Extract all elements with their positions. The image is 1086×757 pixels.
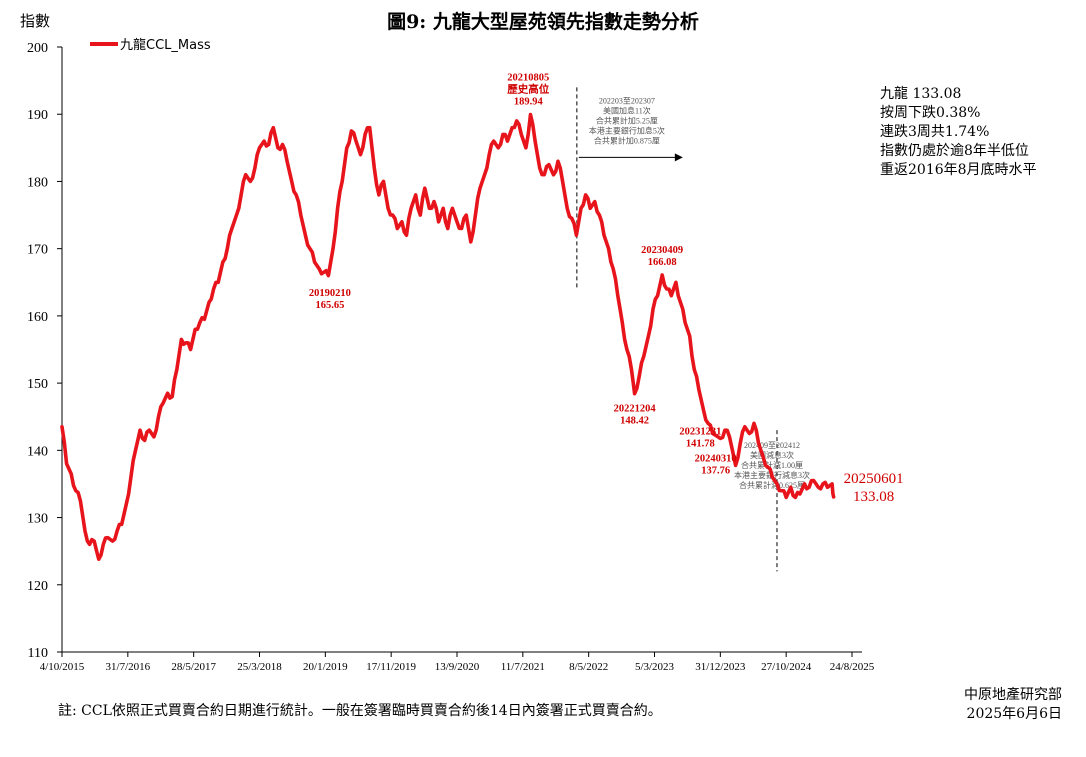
series-layer — [60, 112, 836, 561]
data-label: 20210805 — [507, 73, 549, 84]
x-tick-label: 13/9/2020 — [435, 661, 480, 673]
axes: 110 120 130 140 150 160 170 180 190 200 4/10/2015 3… — [27, 41, 875, 673]
data-label: 137.76 — [701, 465, 730, 476]
line-chart: 圖9: 九龍大型屋苑領先指數走勢分析 指數 110 120 130 140 150 160… — [20, 10, 904, 673]
x-tick-label: 27/10/2024 — [761, 661, 812, 673]
y-tick-label: 140 — [27, 444, 48, 459]
side-note-line: 連跌3周共1.74% — [880, 124, 990, 140]
x-tick-label: 28/5/2017 — [171, 661, 216, 673]
y-tick-label: 180 — [27, 175, 48, 190]
source: 中原地產研究部 2025年6月6日 — [964, 686, 1062, 724]
policy-note-text: 合共累計加5.25厘 — [596, 115, 658, 125]
y-tick-label: 130 — [27, 512, 48, 527]
policy-note-text: 合共累計減0.625厘 — [739, 480, 805, 490]
policy-notes: 202203至202307美國加息11次合共累計加5.25厘本港主要銀行加息5次… — [576, 87, 810, 572]
y-tick-label: 190 — [27, 108, 48, 123]
data-label: 20231231 — [679, 426, 721, 437]
y-tick-label: 200 — [27, 41, 48, 56]
x-tick-label: 8/5/2022 — [569, 661, 608, 673]
data-label: 165.65 — [315, 300, 344, 311]
x-tick-label: 5/3/2023 — [635, 661, 675, 673]
policy-note-text: 合共累計加0.875厘 — [594, 135, 660, 145]
y-tick-label: 150 — [27, 377, 48, 392]
legend: 九龍CCL_Mass — [90, 37, 211, 53]
source-org: 中原地產研究部 — [964, 687, 1062, 703]
chart-title: 圖9: 九龍大型屋苑領先指數走勢分析 — [387, 10, 699, 33]
x-tick-label: 20/1/2019 — [303, 661, 348, 673]
side-note-line: 九龍 133.08 — [880, 86, 962, 102]
data-label: 20240310 — [695, 453, 737, 464]
x-tick-label: 24/8/2025 — [830, 661, 875, 673]
x-tick-label: 11/7/2021 — [501, 661, 545, 673]
x-tick-label: 4/10/2015 — [40, 661, 85, 673]
x-tick-label: 31/7/2016 — [106, 661, 151, 673]
data-label: 歷史高位 — [507, 83, 549, 96]
side-note: 九龍 133.08 按周下跌0.38% 連跌3周共1.74% 指數仍處於逾8年半… — [880, 85, 1037, 180]
data-label: 166.08 — [648, 257, 677, 268]
latest-value-label: 133.08 — [853, 489, 894, 505]
legend-label: 九龍CCL_Mass — [120, 37, 211, 53]
y-tick-label: 120 — [27, 579, 48, 594]
policy-note-text: 202203至202307 — [599, 96, 655, 105]
data-label: 148.42 — [620, 416, 649, 427]
side-note-line: 指數仍處於逾8年半低位 — [880, 143, 1029, 159]
data-label: 20230409 — [641, 245, 683, 256]
series-line-kowloon-ccl-mass — [60, 112, 836, 561]
y-tick-label: 160 — [27, 310, 48, 325]
data-label: 20221204 — [614, 404, 657, 415]
source-date: 2025年6月6日 — [966, 706, 1062, 722]
policy-note-text: 美國加息11次 — [603, 105, 651, 115]
y-tick-label: 170 — [27, 243, 48, 258]
data-label: 20190210 — [309, 288, 351, 299]
policy-note-text: 本港主要銀行加息5次 — [589, 125, 665, 135]
arrow-right-icon — [674, 153, 683, 162]
footnote: 註: CCL依照正式買賣合約日期進行統計。一般在簽署臨時買賣合約後14日內簽署正… — [58, 703, 662, 719]
y-tick-label: 110 — [28, 646, 48, 661]
y-axis-label: 指數 — [20, 12, 50, 30]
side-note-line: 按周下跌0.38% — [880, 105, 981, 121]
latest-value-label: 20250601 — [844, 471, 904, 487]
side-note-line: 重返2016年8月底時水平 — [880, 162, 1037, 178]
data-label: 141.78 — [686, 438, 715, 449]
policy-note-text: 202409至202412 — [744, 441, 800, 450]
data-label: 189.94 — [514, 97, 544, 108]
policy-note-text: 美國減息3次 — [750, 450, 794, 460]
policy-note-text: 合共累計減1.00厘 — [741, 460, 803, 470]
x-tick-label: 17/11/2019 — [366, 661, 416, 673]
x-tick-label: 25/3/2018 — [237, 661, 282, 673]
x-tick-label: 31/12/2023 — [695, 661, 746, 673]
